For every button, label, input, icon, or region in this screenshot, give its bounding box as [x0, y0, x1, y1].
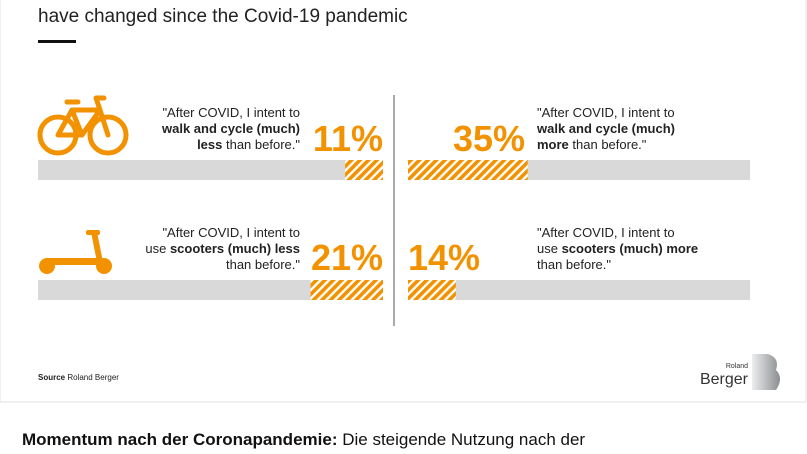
bar: [310, 280, 383, 300]
quote-segment: walk and cycle (much): [536, 121, 675, 136]
quote-segment: than before.": [222, 137, 300, 152]
quote-line: use scooters (much) less: [145, 241, 300, 256]
bar: [345, 160, 383, 180]
quote-segment: less: [197, 137, 222, 152]
quote-line: "After COVID, I intent to: [537, 225, 675, 240]
quote-line: "After COVID, I intent to: [537, 105, 675, 120]
logo-small: Roland: [726, 363, 748, 370]
quote-line: walk and cycle (much): [536, 121, 675, 136]
quote-line: "After COVID, I intent to: [162, 105, 300, 120]
bar-track: [408, 280, 750, 300]
quote-line: than before.": [537, 257, 611, 272]
quote-segment: than before.": [226, 257, 300, 272]
logo-mark: [752, 354, 780, 390]
quote-segment: more: [537, 137, 569, 152]
value-label: 11%: [313, 118, 383, 159]
quote-segment: walk and cycle (much): [161, 121, 300, 136]
quote-segment: scooters (much) less: [170, 241, 300, 256]
caption: Momentum nach der Coronapandemie: Die st…: [22, 430, 585, 449]
title: have changed since the Covid-19 pandemic: [38, 6, 408, 27]
value-label: 21%: [311, 237, 383, 278]
quote-segment: "After COVID, I intent to: [537, 105, 675, 120]
bar: [408, 280, 456, 300]
bar-track: [38, 160, 383, 180]
quote-line: more than before.": [537, 137, 647, 152]
quote-segment: "After COVID, I intent to: [162, 225, 300, 240]
quote-segment: use: [537, 241, 562, 256]
quote-segment: than before.": [537, 257, 611, 272]
quote-line: "After COVID, I intent to: [162, 225, 300, 240]
card: [0, 0, 807, 403]
value-label: 14%: [408, 237, 480, 278]
quote-line: than before.": [226, 257, 300, 272]
quote-line: walk and cycle (much): [161, 121, 300, 136]
scooter-icon: [39, 230, 112, 274]
quote-line: less than before.": [197, 137, 300, 152]
bicycle-icon: [37, 95, 129, 156]
quote-line: use scooters (much) more: [537, 241, 698, 256]
quote-segment: than before.": [569, 137, 647, 152]
title-dash: [38, 40, 76, 43]
bar-track: [38, 280, 383, 300]
quote-segment: "After COVID, I intent to: [537, 225, 675, 240]
source: Source Roland Berger: [38, 373, 119, 382]
value-label: 35%: [453, 118, 525, 159]
quote-segment: use: [145, 241, 170, 256]
logo-big: Berger: [700, 371, 749, 388]
quote-segment: "After COVID, I intent to: [162, 105, 300, 120]
quote-segment: scooters (much) more: [562, 241, 699, 256]
bar: [408, 160, 528, 180]
